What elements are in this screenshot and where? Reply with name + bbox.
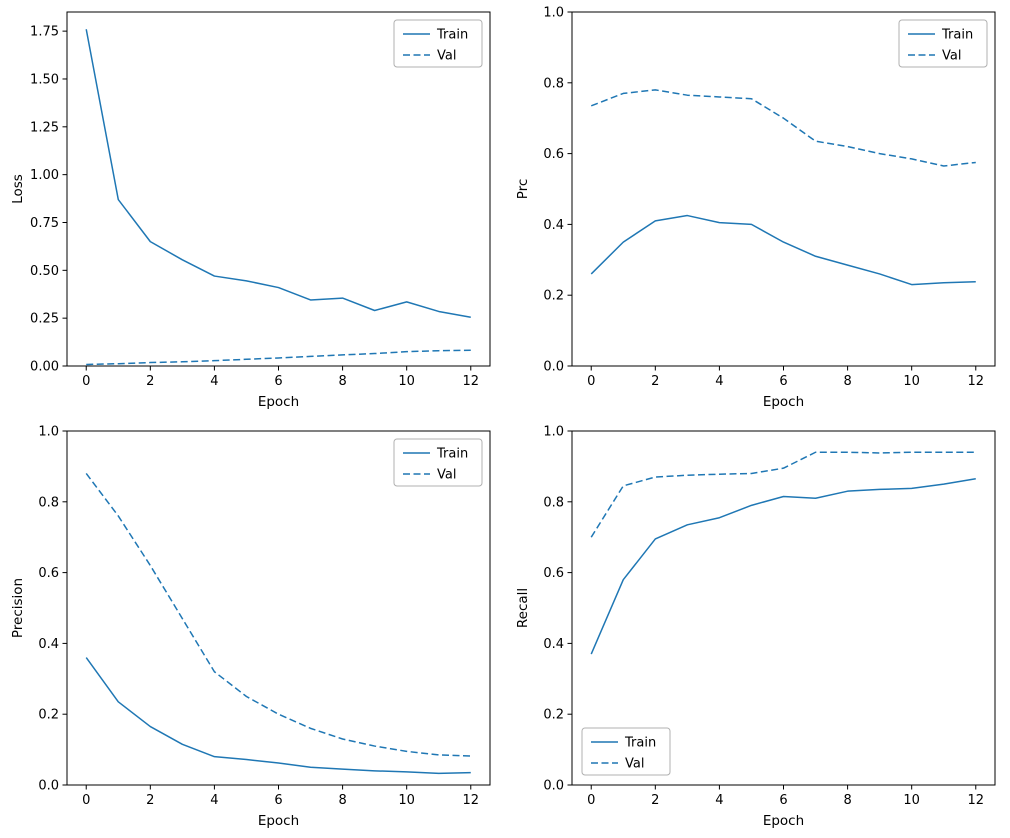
y-tick-label: 1.25 (30, 120, 59, 135)
prc-chart: 0 2 4 6 8 10 12 0.0 0.2 0.4 0.6 0.8 1.0 Epoch Prc Train… (515, 6, 996, 410)
loss-chart: 0 2 4 6 8 10 12 0.00 0.25 0.50 0.75 1.00 1.25 1.50 1.7… (10, 11, 491, 410)
legend-label: Val (942, 49, 961, 64)
recall-chart: 0 2 4 6 8 10 12 0.0 0.2 0.4 0.6 0.8 1.0 Epoch Recall Tr… (515, 425, 996, 829)
y-axis-label: Recall (515, 588, 531, 628)
x-tick-label: 12 (462, 374, 479, 389)
x-tick-label: 12 (967, 374, 984, 389)
y-tick-label: 0.75 (30, 216, 59, 231)
x-axis-label: Epoch (258, 813, 299, 829)
x-tick-label: 0 (587, 793, 595, 808)
legend: Train Val (393, 438, 483, 487)
legend-label: Val (625, 757, 644, 772)
precision-chart: 0 2 4 6 8 10 12 0.0 0.2 0.4 0.6 0.8 1.0 Epoch Precisio… (10, 425, 491, 829)
x-tick-label: 10 (903, 793, 920, 808)
y-tick-label: 0.6 (543, 566, 564, 581)
y-tick-label: 0.4 (38, 637, 59, 652)
y-tick-label: 0.6 (38, 566, 59, 581)
x-tick-label: 0 (587, 374, 595, 389)
y-tick-label: 0.4 (543, 218, 564, 233)
x-tick-label: 8 (843, 793, 851, 808)
y-tick-label: 0.8 (543, 495, 564, 510)
x-tick-label: 2 (651, 793, 659, 808)
x-tick-label: 4 (210, 793, 218, 808)
y-tick-label: 0.0 (38, 779, 59, 794)
y-tick-label: 0.2 (543, 708, 564, 723)
x-tick-label: 6 (274, 793, 282, 808)
y-tick-label: 1.0 (38, 425, 59, 440)
y-tick-label: 0.0 (543, 779, 564, 794)
subplot-recall: 0 2 4 6 8 10 12 0.0 0.2 0.4 0.6 0.8 1.0 Epoch Recall Tr… (505, 419, 1010, 838)
legend-label: Train (941, 28, 973, 43)
x-tick-label: 10 (903, 374, 920, 389)
y-tick-label: 1.0 (543, 425, 564, 440)
val-line (86, 349, 471, 366)
x-tick-label: 4 (715, 374, 723, 389)
legend-label: Val (437, 468, 456, 483)
y-tick-label: 0.25 (30, 312, 59, 327)
x-tick-label: 12 (462, 793, 479, 808)
x-axis-label: Epoch (763, 813, 804, 829)
y-axis-label: Loss (10, 174, 26, 204)
train-line (590, 214, 976, 286)
x-tick-label: 0 (82, 793, 90, 808)
legend: Train Val (581, 727, 671, 776)
val-line (590, 89, 976, 167)
y-tick-label: 0.8 (38, 495, 59, 510)
x-axis-label: Epoch (258, 394, 299, 410)
x-tick-label: 0 (82, 374, 90, 389)
y-tick-label: 0.2 (543, 289, 564, 304)
x-tick-label: 6 (274, 374, 282, 389)
x-tick-label: 10 (398, 793, 415, 808)
x-tick-label: 8 (338, 374, 346, 389)
legend: Train Val (393, 19, 483, 68)
x-tick-label: 8 (338, 793, 346, 808)
y-tick-label: 0.6 (543, 147, 564, 162)
x-tick-label: 4 (210, 374, 218, 389)
y-tick-label: 1.75 (30, 25, 59, 40)
legend-label: Train (436, 28, 468, 43)
x-tick-label: 2 (146, 793, 154, 808)
x-tick-label: 10 (398, 374, 415, 389)
x-tick-label: 6 (779, 793, 787, 808)
train-line (590, 478, 976, 655)
train-line (85, 657, 471, 775)
legend: Train Val (898, 19, 988, 68)
val-line (590, 451, 976, 538)
val-line (85, 473, 471, 757)
x-tick-label: 2 (146, 374, 154, 389)
y-axis-label: Prc (515, 179, 531, 200)
x-tick-label: 2 (651, 374, 659, 389)
legend-label: Train (436, 447, 468, 462)
y-tick-label: 0.0 (543, 360, 564, 375)
y-tick-label: 1.50 (30, 72, 59, 87)
y-tick-label: 0.50 (30, 264, 59, 279)
y-tick-label: 0.4 (543, 637, 564, 652)
subplot-precision: 0 2 4 6 8 10 12 0.0 0.2 0.4 0.6 0.8 1.0 Epoch Precisio… (0, 419, 505, 838)
y-tick-label: 0.2 (38, 708, 59, 723)
y-tick-label: 1.00 (30, 168, 59, 183)
train-line (85, 29, 471, 318)
legend-label: Train (624, 736, 656, 751)
y-tick-label: 1.0 (543, 6, 564, 21)
x-axis-label: Epoch (763, 394, 804, 410)
y-tick-label: 0.8 (543, 76, 564, 91)
x-tick-label: 12 (967, 793, 984, 808)
subplot-prc: 0 2 4 6 8 10 12 0.0 0.2 0.4 0.6 0.8 1.0 Epoch Prc Train… (505, 0, 1010, 419)
x-tick-label: 6 (779, 374, 787, 389)
x-tick-label: 8 (843, 374, 851, 389)
legend-label: Val (437, 49, 456, 64)
y-tick-label: 0.00 (30, 360, 59, 375)
subplot-loss: 0 2 4 6 8 10 12 0.00 0.25 0.50 0.75 1.00 1.25 1.50 1.7… (0, 0, 505, 419)
x-tick-label: 4 (715, 793, 723, 808)
y-axis-label: Precision (10, 578, 26, 638)
